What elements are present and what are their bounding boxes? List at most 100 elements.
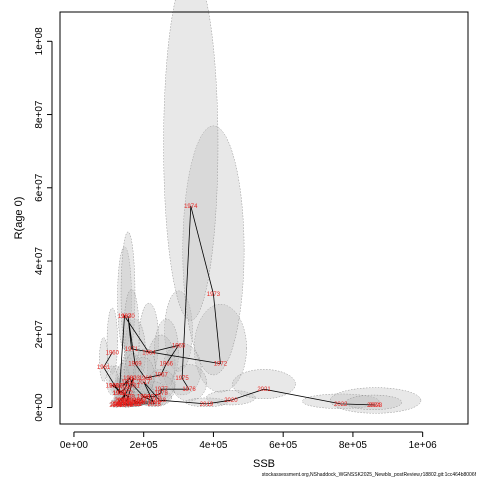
y-axis-title: R(age 0) — [13, 197, 25, 240]
year-label-1973: 1973 — [207, 292, 221, 298]
year-label-2007: 2007 — [116, 399, 130, 405]
x-axis-title: SSB — [253, 458, 275, 470]
year-label-1984: 1984 — [121, 380, 135, 386]
year-label-1993: 1993 — [127, 402, 141, 408]
year-label-1982: 1982 — [123, 376, 137, 382]
year-label-1988: 1988 — [106, 384, 120, 390]
year-label-1976: 1976 — [182, 387, 196, 393]
year-label-1966: 1966 — [160, 362, 174, 368]
confidence-ellipse-1975 — [162, 343, 202, 396]
year-label-2021: 2021 — [257, 387, 271, 393]
confidence-ellipse-2020 — [206, 390, 256, 406]
x-tick-label: 0e+00 — [60, 440, 89, 451]
year-label-2024: 2024 — [367, 403, 381, 409]
confidence-ellipse-1960 — [106, 307, 118, 375]
y-tick-label: 8e+07 — [34, 100, 45, 129]
year-label-2009: 2009 — [113, 403, 127, 409]
year-label-1979: 1979 — [147, 395, 161, 401]
confidence-ellipse-1966 — [153, 318, 179, 386]
year-label-1986: 1986 — [113, 391, 127, 397]
confidence-ellipse-2019 — [185, 397, 228, 407]
plot-frame — [59, 11, 469, 425]
y-tick-label: 4e+07 — [34, 247, 45, 276]
year-label-1996: 1996 — [132, 400, 146, 406]
year-label-1965: 1965 — [172, 343, 186, 349]
year-label-1991: 1991 — [118, 398, 132, 404]
year-label-2017: 2017 — [137, 380, 151, 386]
year-label-1987: 1987 — [109, 384, 123, 390]
confidence-ellipse-1987 — [109, 365, 123, 396]
y-tick-label: 2e+07 — [34, 320, 45, 349]
year-label-2003: 2003 — [127, 376, 141, 382]
x-tick-label: 2e+05 — [130, 440, 159, 451]
confidence-ellipse-1971 — [123, 289, 140, 378]
year-label-2005: 2005 — [116, 400, 130, 406]
year-label-1962: 1962 — [113, 391, 127, 397]
x-tick-label: 8e+05 — [339, 440, 368, 451]
year-label-1985: 1985 — [118, 387, 132, 393]
year-label-1992: 1992 — [123, 400, 137, 406]
year-label-2018: 2018 — [153, 398, 167, 404]
year-label-2016: 2016 — [147, 402, 161, 408]
year-label-1964: 1964 — [142, 351, 156, 357]
source-footnote: stockassessment.org,NShaddock_WGNSSK2025… — [261, 472, 476, 478]
confidence-ellipse-1961 — [99, 337, 109, 382]
year-label-2014: 2014 — [120, 402, 134, 408]
year-label-1995: 1995 — [127, 398, 141, 404]
year-label-2022: 2022 — [334, 402, 348, 408]
year-label-1974: 1974 — [184, 204, 198, 210]
x-axis: 0e+00 2e+05 4e+05 6e+05 8e+05 1e+06 — [60, 431, 438, 451]
year-label-2015: 2015 — [128, 402, 142, 408]
year-label-2020: 2020 — [224, 398, 238, 404]
x-tick-label: 6e+05 — [269, 440, 298, 451]
year-label-2001: 2001 — [128, 402, 142, 408]
y-tick-label: 0e+00 — [34, 393, 45, 422]
confidence-ellipse-1982 — [120, 350, 139, 392]
year-label-1972: 1972 — [214, 362, 228, 368]
confidence-ellipse-1963 — [117, 246, 132, 350]
year-label-1975: 1975 — [175, 376, 189, 382]
year-label-2008: 2008 — [120, 402, 134, 408]
year-label-1998: 1998 — [137, 395, 151, 401]
confidence-ellipse-2023 — [330, 387, 422, 414]
confidence-ellipse-2021 — [232, 369, 296, 399]
year-label-2011: 2011 — [109, 403, 123, 409]
confidence-ellipse-1976 — [171, 364, 207, 402]
year-label-1990: 1990 — [120, 398, 134, 404]
year-label-2010: 2010 — [111, 402, 125, 408]
year-label-1961: 1961 — [97, 365, 111, 371]
year-label-2019: 2019 — [200, 402, 214, 408]
year-label-2002: 2002 — [120, 403, 134, 409]
year-label-1960: 1960 — [106, 351, 120, 357]
confidence-ellipse-1978 — [146, 375, 176, 402]
x-tick-label: 4e+05 — [199, 440, 228, 451]
year-label-1989: 1989 — [121, 395, 135, 401]
x-tick-label: 1e+06 — [409, 440, 438, 451]
year-label-2013: 2013 — [114, 398, 128, 404]
year-label-1977: 1977 — [154, 387, 168, 393]
y-tick-label: 6e+07 — [34, 173, 45, 202]
year-label-1963: 1963 — [118, 314, 132, 320]
confidence-ellipse-1970 — [120, 231, 136, 357]
year-label-1980: 1980 — [137, 395, 151, 401]
confidence-ellipse-1973 — [182, 125, 245, 376]
year-label-2023: 2023 — [369, 403, 383, 409]
year-label-1969: 1969 — [128, 362, 142, 368]
y-tick-label: 1e+08 — [34, 27, 45, 56]
year-label-1994: 1994 — [130, 400, 144, 406]
year-label-2000: 2000 — [134, 400, 148, 406]
confidence-ellipse-2024 — [345, 394, 402, 410]
year-label-1971: 1971 — [125, 347, 139, 353]
confidence-ellipse-1974 — [163, 0, 219, 321]
year-label-2006: 2006 — [113, 402, 127, 408]
y-axis: 0e+00 2e+07 4e+07 6e+07 8e+07 1e+08 — [34, 27, 53, 422]
year-label-1981: 1981 — [127, 384, 141, 390]
year-label-1968: 1968 — [139, 376, 153, 382]
year-label-1967: 1967 — [154, 373, 168, 379]
year-label-2004: 2004 — [114, 402, 128, 408]
year-label-1997: 1997 — [134, 398, 148, 404]
year-label-2012: 2012 — [120, 391, 134, 397]
year-label-1978: 1978 — [154, 391, 168, 397]
